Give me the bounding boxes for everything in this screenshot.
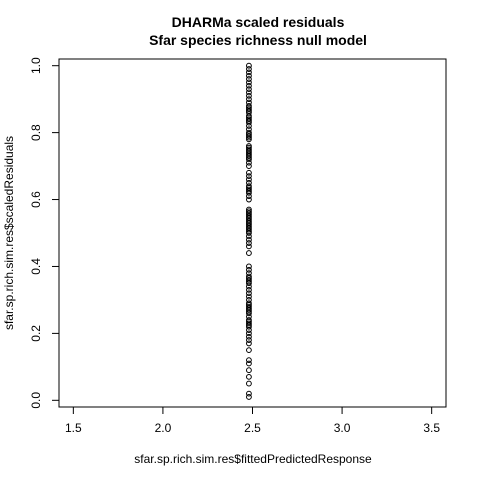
y-tick-label: 0.4 — [29, 258, 43, 275]
chart-subtitle: Sfar species richness null model — [149, 32, 367, 48]
data-point — [247, 391, 252, 396]
y-tick-label: 0.2 — [29, 325, 43, 342]
data-point — [247, 358, 252, 363]
x-axis: 1.5 2.0 2.5 3.0 3.5 — [65, 407, 440, 435]
y-tick-label: 1.0 — [29, 57, 43, 74]
data-point — [247, 170, 252, 175]
plot-box — [59, 59, 446, 407]
y-tick-label: 0.8 — [29, 124, 43, 141]
data-point — [247, 264, 252, 269]
data-point — [247, 381, 252, 386]
data-point — [247, 251, 252, 256]
data-points — [247, 63, 252, 399]
y-tick-label: 0.6 — [29, 191, 43, 208]
data-point — [247, 63, 252, 68]
x-axis-label: sfar.sp.rich.sim.res$fittedPredictedResp… — [134, 452, 372, 466]
data-point — [247, 374, 252, 379]
chart-title: DHARMa scaled residuals — [172, 14, 345, 30]
x-tick-label: 2.0 — [155, 421, 172, 435]
x-tick-label: 2.5 — [244, 421, 261, 435]
data-point — [247, 368, 252, 373]
x-tick-label: 1.5 — [65, 421, 82, 435]
y-axis: 0.0 0.2 0.4 0.6 0.8 1.0 — [29, 57, 59, 409]
data-point — [247, 348, 252, 353]
x-tick-label: 3.5 — [423, 421, 440, 435]
x-tick-label: 3.0 — [334, 421, 351, 435]
y-tick-label: 0.0 — [29, 392, 43, 409]
y-axis-label: sfar.sp.rich.sim.res$scaledResiduals — [2, 136, 16, 330]
